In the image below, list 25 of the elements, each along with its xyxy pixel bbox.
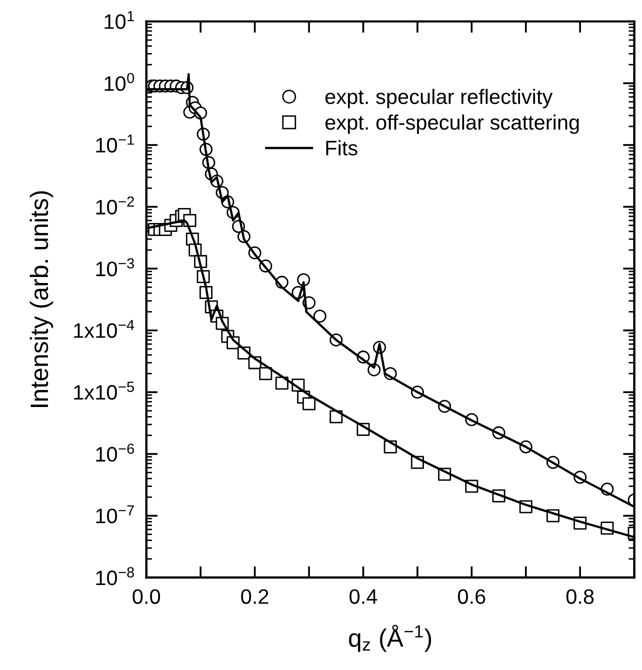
y-tick-label: 10$^{−1}$ [96, 134, 134, 153]
x-tick-label: 0.6 [458, 589, 486, 604]
y-axis-title: Intensity (arb. units) [30, 191, 54, 407]
legend-label: Fits [326, 140, 358, 156]
x-tick-label: 0.2 [241, 589, 268, 604]
point [259, 367, 272, 380]
y-tick-label: 10$^{−3}$ [96, 258, 134, 276]
legend-label: expt. off-specular scattering [325, 114, 579, 134]
legend-label: expt. specular reflectivity [325, 88, 553, 108]
x-tick-label: 0.8 [566, 589, 594, 604]
x-axis-title: q$_{z}$ (Å$^{−1}$) [349, 624, 432, 652]
y-tick-label: 10$^{−7}$ [96, 505, 134, 524]
point [275, 376, 288, 390]
x-tick-label: 0.0 [132, 589, 160, 604]
y-tick-label: 1x10$^{−4}$ [74, 320, 134, 338]
point [302, 397, 316, 410]
y-tick-label: 10$^{−2}$ [96, 196, 134, 215]
y-tick-label: 10$^{−6}$ [96, 444, 134, 462]
y-tick-label: 10$^{1}$ [104, 11, 134, 30]
y-tick-label: 10$^{−8}$ [96, 567, 134, 586]
point [330, 410, 343, 424]
point [313, 310, 326, 323]
x-tick-label: 0.4 [350, 589, 378, 604]
y-tick-label: 1x10$^{−5}$ [74, 382, 134, 400]
y-tick-label: 10$^{0}$ [104, 72, 134, 91]
